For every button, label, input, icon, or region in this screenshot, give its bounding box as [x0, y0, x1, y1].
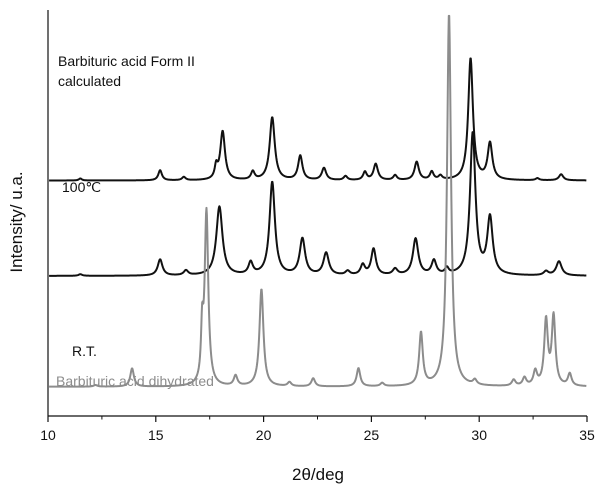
series-labels: Barbituric acid Form II calculated 100℃ R.T… — [56, 53, 214, 389]
series-100c — [48, 131, 587, 277]
label-form-ii-calculated: calculated — [58, 73, 121, 89]
x-tick-label: 30 — [471, 427, 487, 443]
label-form-ii-calculated: Barbituric acid Form II — [58, 53, 195, 69]
axes: 10 15 20 25 30 35 — [40, 10, 595, 443]
x-axis-label: 2θ/deg — [292, 465, 344, 484]
series-form-ii-calculated — [48, 57, 587, 182]
x-tick-label: 25 — [364, 427, 380, 443]
y-axis-label: Intensity/ u.a. — [7, 171, 26, 272]
x-tick-label: 35 — [579, 427, 595, 443]
x-tick-label: 20 — [256, 427, 272, 443]
label-dihydrated: Barbituric acid dihydrated — [56, 373, 214, 389]
x-tick-label: 10 — [40, 427, 56, 443]
x-tick-label: 15 — [148, 427, 164, 443]
label-100c: 100℃ — [62, 179, 101, 195]
diffraction-patterns — [48, 14, 587, 388]
series-room-temperature — [48, 14, 587, 388]
label-room-temperature: R.T. — [72, 343, 97, 359]
